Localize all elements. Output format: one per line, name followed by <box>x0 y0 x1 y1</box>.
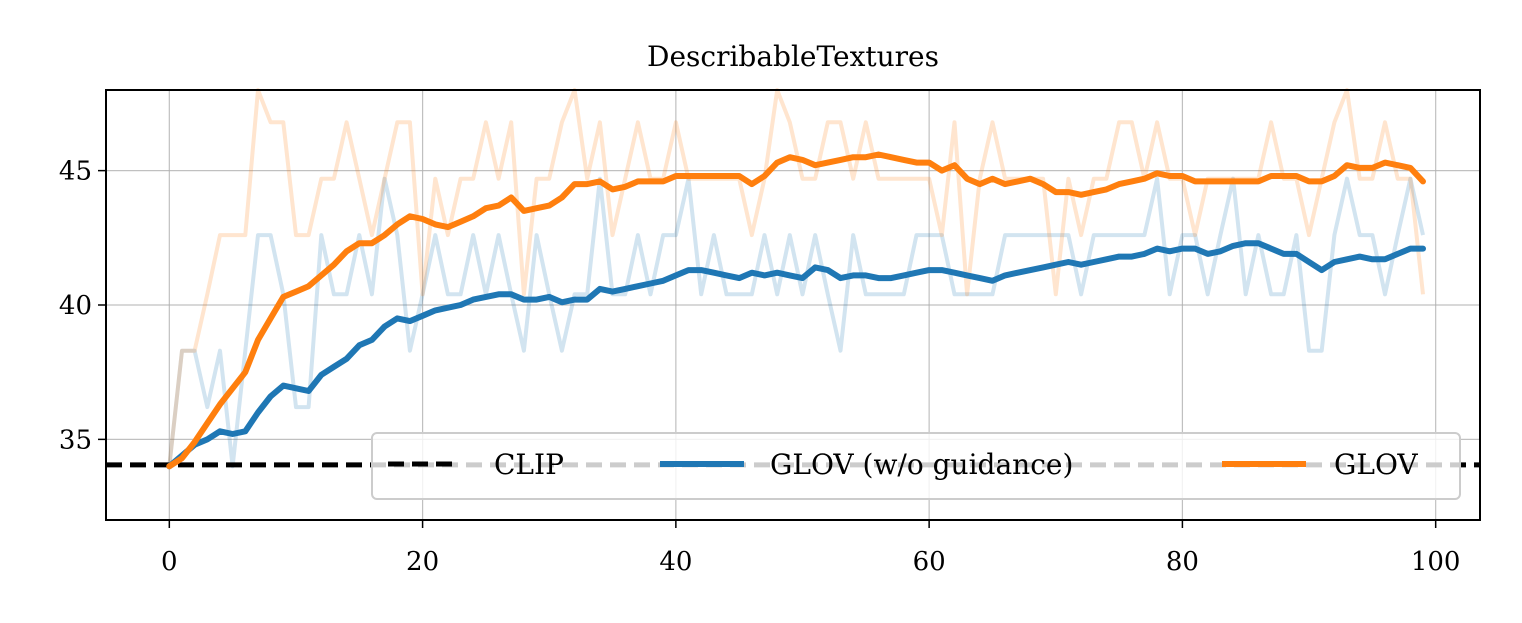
x-tick-label: 40 <box>659 547 692 577</box>
x-tick-label: 60 <box>913 547 946 577</box>
y-tick-label: 40 <box>59 291 92 321</box>
chart-title: DescribableTextures <box>647 40 939 73</box>
y-tick-label: 35 <box>59 425 92 455</box>
legend-label-glov-wo-guidance: GLOV (w/o guidance) <box>770 448 1073 481</box>
y-tick-label: 45 <box>59 157 92 187</box>
smoothed-series-layer <box>166 151 1426 470</box>
raw-series-line-glov-wo-guidance <box>167 176 1425 469</box>
x-tick-label: 100 <box>1411 547 1461 577</box>
axis-ticks: 0 20 40 60 80 100 35 40 45 <box>59 157 1461 577</box>
legend-label-clip: CLIP <box>494 448 564 481</box>
legend-box <box>371 432 1461 500</box>
series-line-glov-wo-guidance <box>166 240 1426 470</box>
legend-label-glov: GLOV <box>1334 448 1418 481</box>
legend: CLIP GLOV (w/o guidance) GLOV <box>371 432 1461 500</box>
series-line-glov <box>166 151 1426 470</box>
x-tick-label: 80 <box>1166 547 1199 577</box>
x-tick-label: 0 <box>161 547 178 577</box>
x-tick-label: 20 <box>406 547 439 577</box>
